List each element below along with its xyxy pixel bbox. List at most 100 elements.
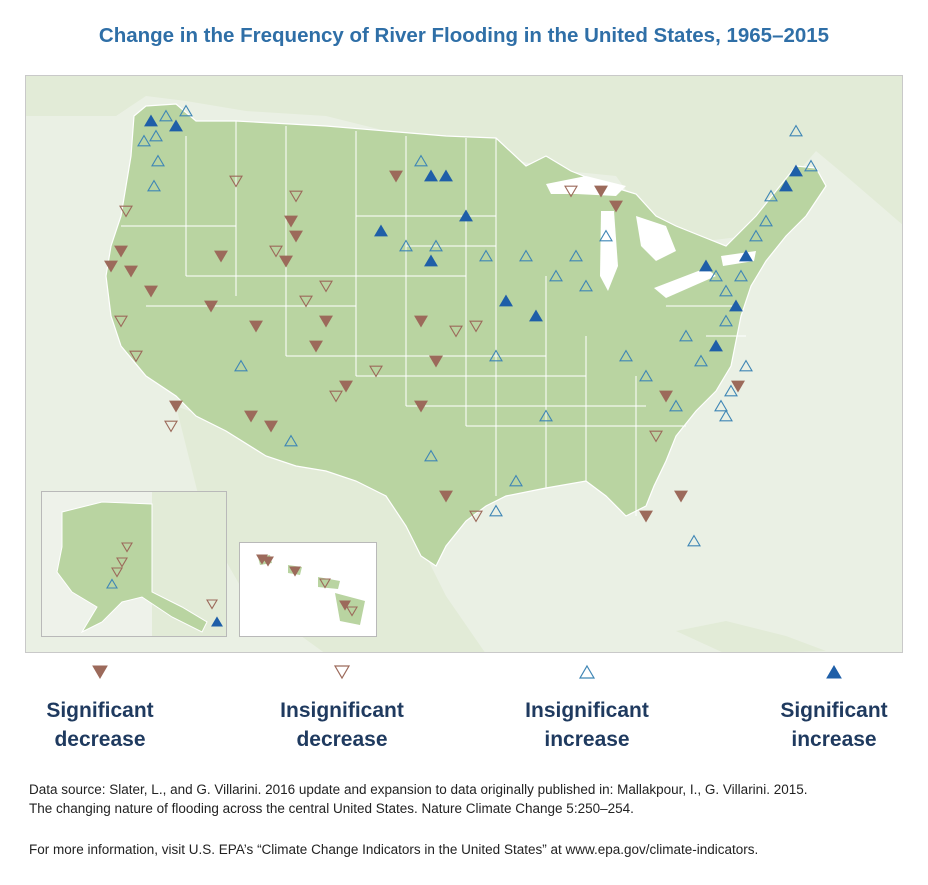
legend-insignificant-decrease: Insignificant decrease <box>242 663 442 754</box>
gauge-marker <box>739 359 753 372</box>
lake-michigan <box>600 211 618 291</box>
gauge-marker <box>479 249 493 262</box>
gauge-marker <box>116 557 128 568</box>
gauge-marker <box>114 245 128 258</box>
gauge-marker <box>269 245 283 258</box>
alaska-land <box>56 501 208 634</box>
lake-erie <box>654 268 716 298</box>
legend-significant-decrease: Significant decrease <box>0 663 200 754</box>
gauge-marker <box>674 490 688 503</box>
lake-superior <box>546 176 626 196</box>
gauge-marker <box>124 265 138 278</box>
legend-label-line2: increase <box>791 728 877 751</box>
gauge-marker <box>569 249 583 262</box>
gauge-marker <box>346 606 358 617</box>
legend-significant-increase: Significant increase <box>734 663 928 754</box>
gauge-marker <box>579 279 593 292</box>
gauge-marker <box>289 190 303 203</box>
gauge-marker <box>429 355 443 368</box>
gauge-marker <box>694 354 708 367</box>
gauge-marker <box>639 369 653 382</box>
gauge-marker <box>104 260 118 273</box>
gauge-marker <box>714 399 728 412</box>
gauge-marker <box>399 239 413 252</box>
gauge-marker <box>369 365 383 378</box>
gauge-marker <box>229 175 243 188</box>
gauge-marker <box>289 230 303 243</box>
gauge-marker <box>789 164 803 177</box>
gauge-marker <box>147 179 161 192</box>
gauge-marker <box>489 504 503 517</box>
gauge-marker <box>719 284 733 297</box>
gauge-marker <box>529 309 543 322</box>
gauge-marker <box>424 169 438 182</box>
gauge-marker <box>234 359 248 372</box>
gauge-marker <box>424 449 438 462</box>
gauge-marker <box>169 119 183 132</box>
gauge-marker <box>144 114 158 127</box>
state-borders <box>121 121 746 516</box>
gauge-marker <box>289 566 301 577</box>
gauge-marker <box>709 339 723 352</box>
gauge-marker <box>169 400 183 413</box>
gauge-marker <box>709 269 723 282</box>
gauge-marker <box>739 249 753 262</box>
gauge-marker <box>549 269 563 282</box>
gauge-marker <box>262 556 274 567</box>
gauge-markers <box>104 104 818 547</box>
gauge-marker <box>414 400 428 413</box>
gauge-marker <box>129 350 143 363</box>
gauge-marker <box>164 420 178 433</box>
gauge-marker <box>619 349 633 362</box>
gauge-marker <box>299 295 313 308</box>
gauge-marker <box>734 269 748 282</box>
map-panel[interactable] <box>25 75 903 653</box>
gauge-marker <box>137 134 151 147</box>
gauge-marker <box>804 159 818 172</box>
gauge-marker <box>414 154 428 167</box>
gauge-marker <box>319 315 333 328</box>
legend-insignificant-increase: Insignificant increase <box>487 663 687 754</box>
gauge-marker <box>144 285 158 298</box>
gauge-marker <box>724 384 738 397</box>
filled-down-triangle-icon <box>92 665 108 679</box>
gauge-marker <box>429 239 443 252</box>
gauge-marker <box>509 474 523 487</box>
gauge-marker <box>449 325 463 338</box>
gauge-marker <box>599 229 613 242</box>
data-source-note: Data source: Slater, L., and G. Villarin… <box>29 780 909 818</box>
lake-huron <box>636 216 676 261</box>
gauge-marker <box>669 399 683 412</box>
gauge-marker <box>106 578 118 589</box>
source-line-1: Data source: Slater, L., and G. Villarin… <box>29 782 808 797</box>
gauge-marker <box>121 542 133 553</box>
alaska-inset <box>41 491 227 637</box>
gauge-marker <box>249 320 263 333</box>
gauge-marker <box>729 299 743 312</box>
gauge-marker <box>319 578 331 589</box>
gauge-marker <box>389 170 403 183</box>
more-info-note: For more information, visit U.S. EPA’s “… <box>29 842 759 857</box>
gauge-marker <box>374 224 388 237</box>
gauge-marker <box>206 599 218 610</box>
source-line-2: The changing nature of flooding across t… <box>29 801 634 816</box>
gauge-marker <box>789 124 803 137</box>
gauge-marker <box>214 250 228 263</box>
gauge-marker <box>459 209 473 222</box>
gauge-marker <box>151 154 165 167</box>
gauge-marker <box>319 280 333 293</box>
gauge-marker <box>339 380 353 393</box>
gauge-marker <box>439 169 453 182</box>
gauge-marker <box>469 320 483 333</box>
gauge-marker <box>639 510 653 523</box>
gauge-marker <box>204 300 218 313</box>
gauge-marker <box>264 420 278 433</box>
gauge-marker <box>679 329 693 342</box>
gauge-marker <box>111 567 123 578</box>
gauge-marker <box>279 255 293 268</box>
gauge-marker <box>649 430 663 443</box>
gauge-marker <box>609 200 623 213</box>
gauge-marker <box>719 314 733 327</box>
gauge-marker <box>424 254 438 267</box>
gauge-marker <box>439 490 453 503</box>
